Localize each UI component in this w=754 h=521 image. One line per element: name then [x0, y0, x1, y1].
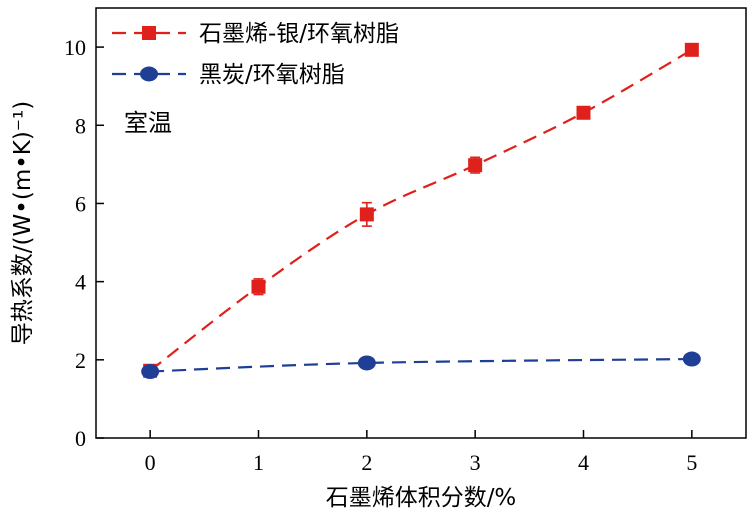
legend: 石墨烯-银/环氧树脂 黑炭/环氧树脂 [112, 21, 399, 88]
legend-label-series-2: 黑炭/环氧树脂 [199, 62, 345, 88]
x-tick-label: 5 [686, 450, 697, 475]
y-tick-label: 8 [75, 113, 86, 138]
legend-marker-series-2 [140, 66, 158, 82]
legend-marker-series-1 [142, 26, 156, 40]
series-1-point [359, 207, 374, 222]
series-1-line [149, 48, 693, 372]
x-tick-label: 0 [145, 450, 156, 475]
y-tick-label: 4 [75, 270, 86, 295]
series-2-point [682, 351, 701, 367]
series-layer [141, 42, 701, 380]
y-tick-label: 10 [64, 35, 86, 60]
series-2-point [357, 355, 376, 371]
series-2-line [150, 357, 692, 373]
series-1-point [684, 42, 699, 57]
x-tick-label: 1 [253, 450, 264, 475]
x-tick-label: 2 [361, 450, 372, 475]
x-tick-label: 4 [578, 450, 589, 475]
x-axis-title: 石墨烯体积分数/% [326, 485, 517, 511]
y-tick-label: 0 [75, 426, 86, 451]
y-tick-label: 2 [75, 348, 86, 373]
series-2-point [141, 364, 160, 380]
plot-frame [95, 7, 747, 439]
y-tick-label: 6 [75, 191, 86, 216]
annotation-room-temperature: 室温 [124, 109, 172, 137]
series-1-point [576, 105, 591, 120]
x-tick-label: 3 [470, 450, 481, 475]
series-1-point [468, 158, 483, 173]
y-axis-title: 导热系数/(W•(m•K)⁻¹) [10, 101, 36, 345]
axis-ticks: 0 1 2 3 4 5 0 2 4 6 8 10 [64, 35, 697, 475]
legend-label-series-1: 石墨烯-银/环氧树脂 [199, 21, 399, 47]
series-1-point [251, 279, 266, 294]
